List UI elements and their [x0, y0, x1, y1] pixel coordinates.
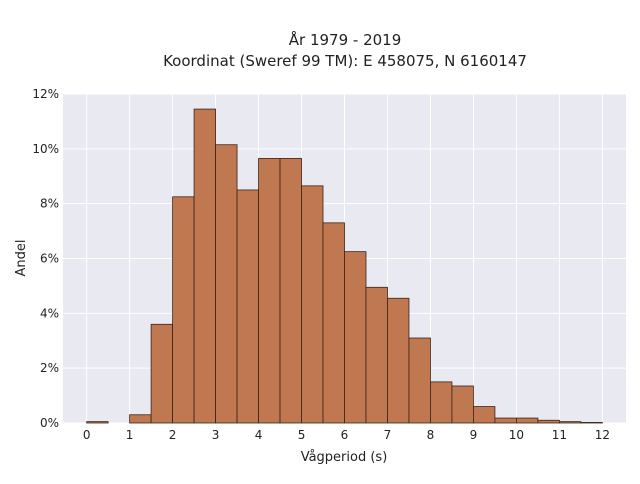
y-axis-label: Andel [14, 240, 29, 277]
x-axis-label: Vågperiod (s) [301, 450, 388, 465]
histogram-bar [558, 421, 582, 424]
x-tick-label: 12 [595, 428, 610, 442]
y-tick-label: 2% [40, 361, 59, 375]
x-tick-label: 6 [341, 428, 349, 442]
histogram-bar [408, 337, 431, 424]
x-tick-label: 10 [509, 428, 524, 442]
chart-title: År 1979 - 2019 [289, 30, 402, 49]
chart-subtitle: Koordinat (Sweref 99 TM): E 458075, N 61… [163, 52, 527, 70]
y-tick-label: 6% [40, 252, 59, 266]
histogram-bar [215, 144, 238, 424]
histogram-bar [258, 158, 281, 424]
x-tick-label: 9 [470, 428, 478, 442]
x-tick-label: 4 [255, 428, 263, 442]
histogram-bar [387, 297, 410, 424]
y-tick-label: 4% [40, 306, 59, 320]
x-tick-label: 5 [298, 428, 306, 442]
histogram-bar [129, 414, 152, 424]
histogram-bar [365, 286, 388, 424]
x-tick-label: 11 [552, 428, 567, 442]
histogram-bar [537, 419, 560, 424]
histogram-bar [86, 421, 109, 424]
histogram-bar [451, 385, 474, 424]
y-tick-label: 10% [32, 142, 59, 156]
histogram-bar [516, 417, 539, 424]
histogram-bar [344, 251, 367, 424]
histogram-bar [301, 185, 324, 424]
histogram-bar [193, 108, 216, 424]
x-tick-label: 3 [212, 428, 220, 442]
histogram-bars [86, 108, 603, 424]
histogram-bar [473, 406, 496, 424]
x-tick-label: 0 [83, 428, 91, 442]
x-tick-label: 1 [126, 428, 134, 442]
histogram-bar [430, 381, 453, 424]
histogram-bar [172, 196, 195, 424]
histogram-bar [322, 222, 345, 424]
y-tick-label: 12% [32, 87, 59, 101]
histogram-bar [150, 323, 173, 424]
y-tick-label: 0% [40, 416, 59, 430]
histogram-bar [236, 189, 259, 424]
histogram-bar [580, 422, 603, 424]
y-tick-label: 8% [40, 197, 59, 211]
histogram-bar [279, 158, 302, 424]
x-tick-label: 2 [169, 428, 177, 442]
x-tick-label: 7 [384, 428, 392, 442]
histogram-bar [494, 417, 517, 424]
x-tick-label: 8 [427, 428, 435, 442]
x-axis-ticks: 0 1 2 3 4 5 6 7 8 9 10 11 12 [83, 428, 610, 442]
y-axis-ticks: 0% 2% 4% 6% 8% 10% 12% [32, 87, 59, 430]
